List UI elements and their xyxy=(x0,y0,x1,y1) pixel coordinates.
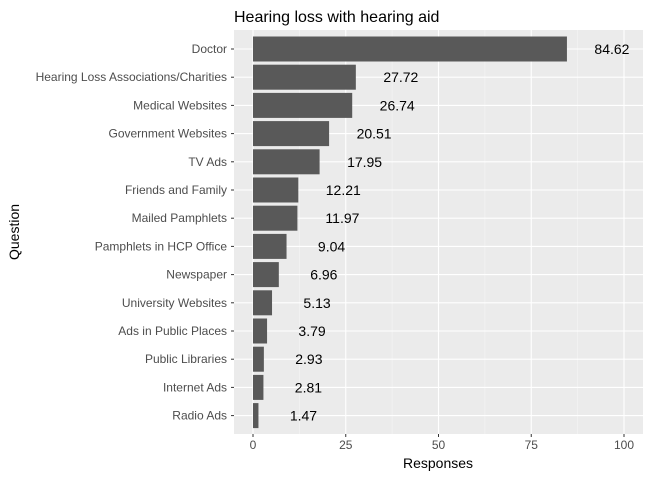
data-label: 17.95 xyxy=(347,154,382,170)
y-tick-label: Government Websites xyxy=(109,127,228,141)
data-label: 2.81 xyxy=(295,379,322,395)
bar xyxy=(253,149,320,175)
data-label: 84.62 xyxy=(594,41,629,57)
x-tick-label: 25 xyxy=(339,438,353,452)
y-tick-label: Internet Ads xyxy=(163,380,227,394)
data-label: 20.51 xyxy=(357,126,392,142)
y-tick-label: Hearing Loss Associations/Charities xyxy=(36,70,227,84)
bar xyxy=(253,318,268,344)
data-label: 26.74 xyxy=(380,97,415,113)
data-label: 1.47 xyxy=(290,408,317,424)
x-tick-label: 50 xyxy=(432,438,446,452)
bar xyxy=(253,177,299,203)
bar xyxy=(253,403,259,429)
x-axis-title: Responses xyxy=(403,455,473,471)
x-tick-label: 75 xyxy=(525,438,539,452)
bar xyxy=(253,92,353,118)
y-tick-label: TV Ads xyxy=(188,155,227,169)
y-tick-label: University Websites xyxy=(122,296,227,310)
data-label-layer: 84.62 27.72 26.74 20.51 17.95 12.21 11.97 9.04 6… xyxy=(290,41,630,424)
bar xyxy=(253,290,273,316)
y-tick-label: Doctor xyxy=(192,42,227,56)
data-label: 6.96 xyxy=(310,267,337,283)
bar xyxy=(253,262,279,288)
data-label: 3.79 xyxy=(298,323,325,339)
y-tick-label: Friends and Family xyxy=(125,183,227,197)
y-tick-label: Ads in Public Places xyxy=(118,324,227,338)
data-label: 5.13 xyxy=(303,295,330,311)
y-axis-title: Question xyxy=(6,204,22,260)
bar xyxy=(253,233,287,259)
data-label: 9.04 xyxy=(318,238,345,254)
data-label: 2.93 xyxy=(295,351,322,367)
data-label: 11.97 xyxy=(325,210,359,226)
y-tick-label: Mailed Pamphlets xyxy=(132,211,227,225)
data-label: 27.72 xyxy=(383,69,418,85)
y-tick-label: Radio Ads xyxy=(172,409,227,423)
bar xyxy=(253,346,264,372)
bar-layer xyxy=(253,36,567,429)
y-tick-layer: Doctor Hearing Loss Associations/Charitie… xyxy=(36,42,234,423)
chart-title: Hearing loss with hearing aid xyxy=(234,9,439,26)
data-label: 12.21 xyxy=(326,182,361,198)
bar xyxy=(253,64,356,90)
x-tick-layer: 0 25 50 75 100 xyxy=(250,434,634,452)
bar xyxy=(253,374,264,400)
y-tick-label: Newspaper xyxy=(166,268,227,282)
x-tick-label: 0 xyxy=(250,438,257,452)
bar xyxy=(253,36,567,62)
bar xyxy=(253,121,330,147)
y-tick-label: Public Libraries xyxy=(145,352,227,366)
y-tick-label: Medical Websites xyxy=(133,98,227,112)
bar xyxy=(253,205,298,231)
y-tick-label: Pamphlets in HCP Office xyxy=(95,239,228,253)
x-tick-label: 100 xyxy=(614,438,634,452)
